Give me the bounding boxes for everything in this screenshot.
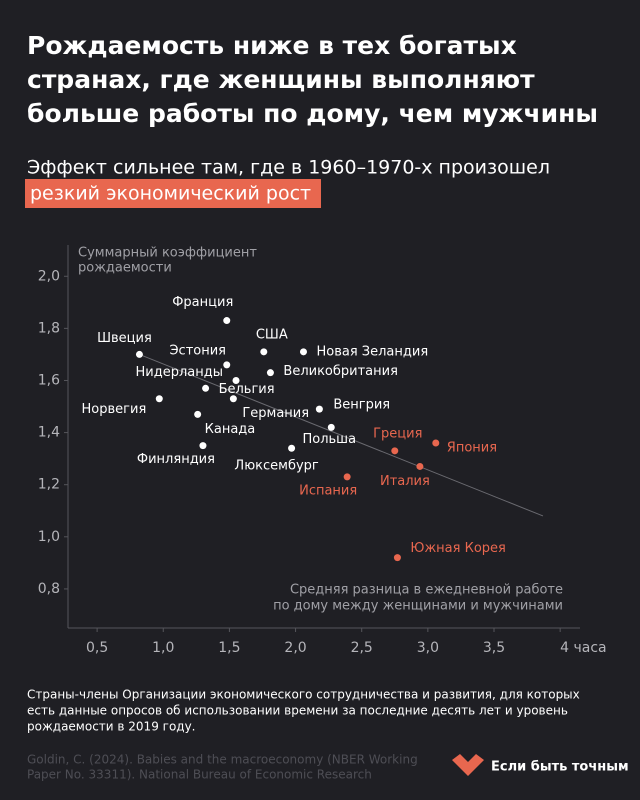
point	[391, 447, 399, 455]
point	[202, 384, 210, 392]
point	[266, 369, 274, 377]
point	[432, 439, 440, 447]
point-label: Финляндия	[137, 452, 215, 467]
y-tick-label: 1,6	[38, 372, 60, 388]
point	[199, 442, 207, 450]
point-label: Бельгия	[219, 382, 275, 397]
title-line: больше работы по дому, чем мужчины	[27, 99, 598, 128]
x-tick-label: 4 часа	[560, 640, 606, 656]
subtitle: Эффект сильнее там, где в 1960–1970-х пр…	[27, 157, 550, 179]
y-tick-label: 1,8	[38, 320, 60, 336]
point	[232, 376, 240, 384]
x-tick-label: 0,5	[86, 640, 108, 656]
point	[393, 554, 401, 562]
source: Paper No. 33311). National Bureau of Eco…	[27, 768, 372, 782]
source: Goldin, C. (2024). Babies and the macroe…	[27, 753, 418, 767]
footnote: рождаемости в 2019 году.	[27, 720, 196, 734]
title-line: странах, где женщины выполняют	[27, 65, 535, 94]
point	[288, 444, 296, 452]
footnote: есть данные опросов об использовании вре…	[27, 704, 568, 718]
point-label: Южная Корея	[410, 541, 505, 556]
point	[327, 423, 335, 431]
y-tick-label: 2,0	[38, 268, 60, 284]
point-label: Польша	[302, 432, 356, 447]
point-label: Норвегия	[82, 402, 147, 417]
title-line: Рождаемость ниже в тех богатых	[27, 31, 517, 60]
y-axis-label: рождаемости	[78, 261, 172, 276]
point	[315, 405, 323, 413]
point-label: Эстония	[169, 343, 226, 358]
y-tick-label: 1,0	[38, 529, 60, 545]
point-label: Греция	[373, 426, 422, 441]
point	[260, 348, 268, 356]
point	[223, 317, 231, 325]
point-label: Нидерланды	[136, 365, 224, 380]
trend-line	[139, 353, 544, 517]
x-tick-label: 2,5	[351, 640, 373, 656]
point-label: Италия	[380, 474, 430, 489]
point	[135, 350, 143, 358]
x-tick-label: 3,0	[417, 640, 439, 656]
point-label: Люксембург	[234, 459, 318, 474]
point	[223, 361, 231, 369]
point-label: Канада	[205, 422, 256, 437]
highlight-box	[25, 179, 321, 208]
brand: Если быть точным	[491, 760, 629, 775]
subtitle-highlight: резкий экономический рост	[30, 183, 311, 205]
y-tick-label: 1,2	[38, 477, 60, 493]
x-tick-label: 3,5	[483, 640, 505, 656]
point	[299, 348, 307, 356]
point-label: Франция	[172, 295, 233, 310]
point-label: Венгрия	[333, 398, 390, 413]
x-axis-label: по дому между женщинами и мужчинами	[273, 599, 563, 614]
point-label: Швеция	[97, 331, 152, 346]
point-label: Германия	[242, 406, 309, 421]
point-label: Испания	[299, 483, 357, 498]
point	[343, 473, 351, 481]
point	[194, 410, 202, 418]
footnote: Страны-члены Организации экономического …	[27, 688, 580, 702]
x-tick-label: 2,0	[284, 640, 306, 656]
x-axis-label: Средняя разница в ежедневной работе	[290, 583, 563, 598]
y-tick-label: 1,4	[38, 425, 60, 441]
x-tick-label: 1,5	[218, 640, 240, 656]
point-label: Великобритания	[283, 364, 398, 379]
point	[155, 395, 163, 403]
point-label: Новая Зеландия	[316, 344, 428, 359]
point-label: США	[256, 327, 288, 342]
brand-logo	[452, 754, 484, 776]
x-tick-label: 1,0	[152, 640, 174, 656]
y-tick-label: 0,8	[38, 581, 60, 597]
point	[229, 395, 237, 403]
point	[416, 462, 424, 470]
point-label: Япония	[447, 441, 497, 456]
y-axis-label: Суммарный коэффициент	[78, 246, 257, 261]
